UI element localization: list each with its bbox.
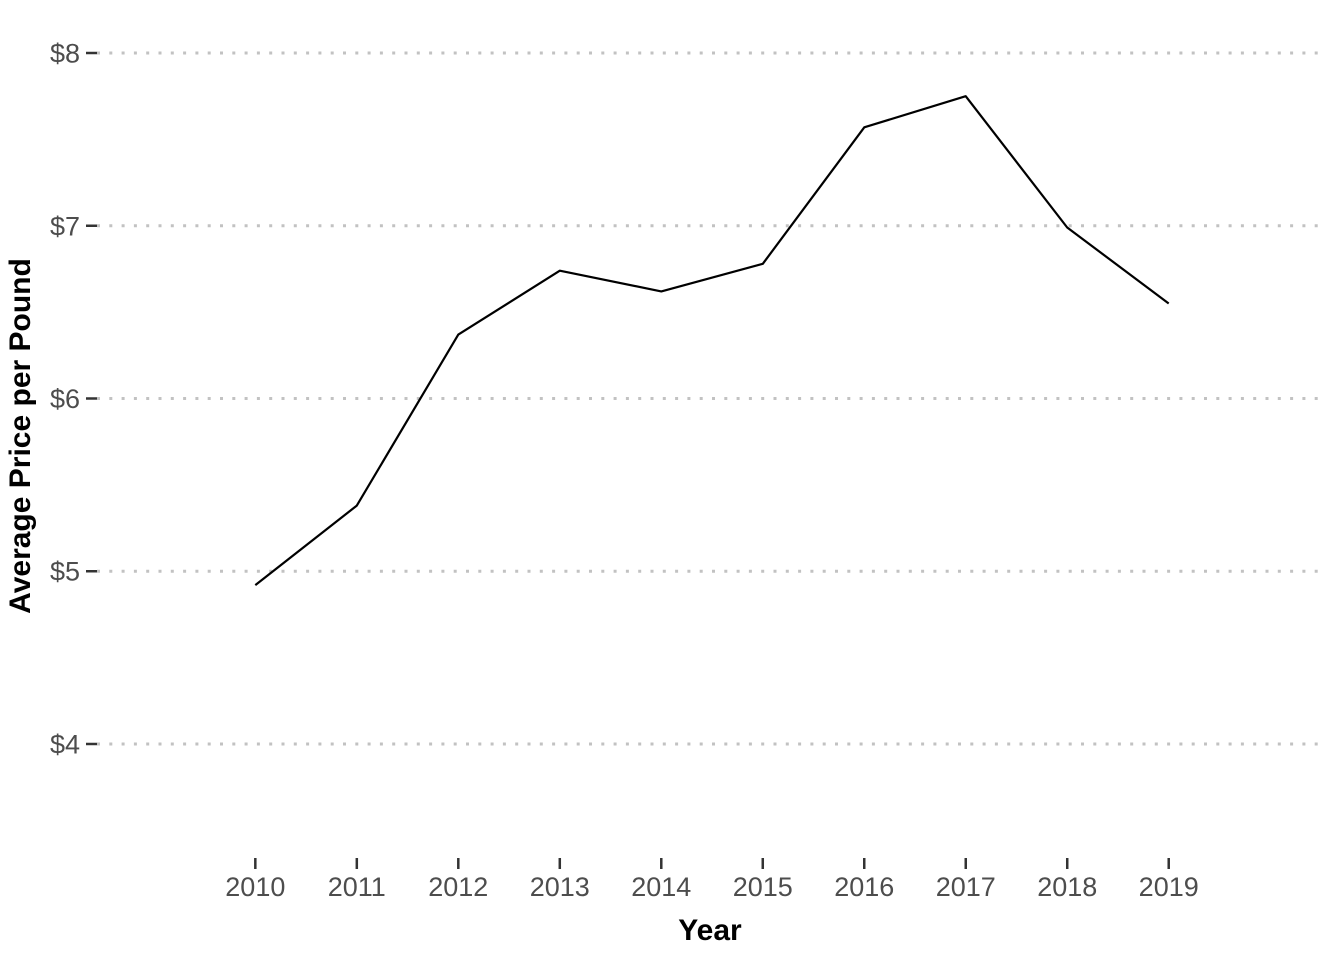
x-axis-tick-labels: 2010 2011 2012 2013 2014 2015 2016 2017 2018 2019 — [225, 872, 1198, 902]
x-tick-label-2012: 2012 — [428, 872, 488, 902]
y-tick-label-4: $4 — [50, 729, 80, 759]
y-tick-label-8: $8 — [50, 39, 80, 69]
y-axis-title: Average Price per Pound — [4, 258, 37, 614]
y-axis-tick-labels: $4 $5 $6 $7 $8 — [50, 39, 80, 760]
data-series — [254, 95, 1170, 586]
x-tick-label-2019: 2019 — [1139, 872, 1199, 902]
x-tick-label-2015: 2015 — [733, 872, 793, 902]
x-tick-label-2017: 2017 — [936, 872, 996, 902]
y-tick-label-7: $7 — [50, 211, 80, 241]
price-line-average-price-per-pound — [254, 95, 1170, 586]
x-axis-title: Year — [678, 914, 742, 947]
gridlines — [97, 51, 1324, 746]
y-tick-label-6: $6 — [50, 384, 80, 414]
y-tick-label-5: $5 — [50, 557, 80, 587]
x-tick-label-2018: 2018 — [1037, 872, 1097, 902]
x-tick-label-2013: 2013 — [530, 872, 590, 902]
x-tick-label-2014: 2014 — [631, 872, 691, 902]
x-tick-label-2010: 2010 — [225, 872, 285, 902]
x-tick-label-2016: 2016 — [834, 872, 894, 902]
y-axis-ticks — [86, 51, 97, 746]
x-tick-label-2011: 2011 — [328, 872, 386, 902]
x-axis-ticks — [254, 858, 1170, 869]
